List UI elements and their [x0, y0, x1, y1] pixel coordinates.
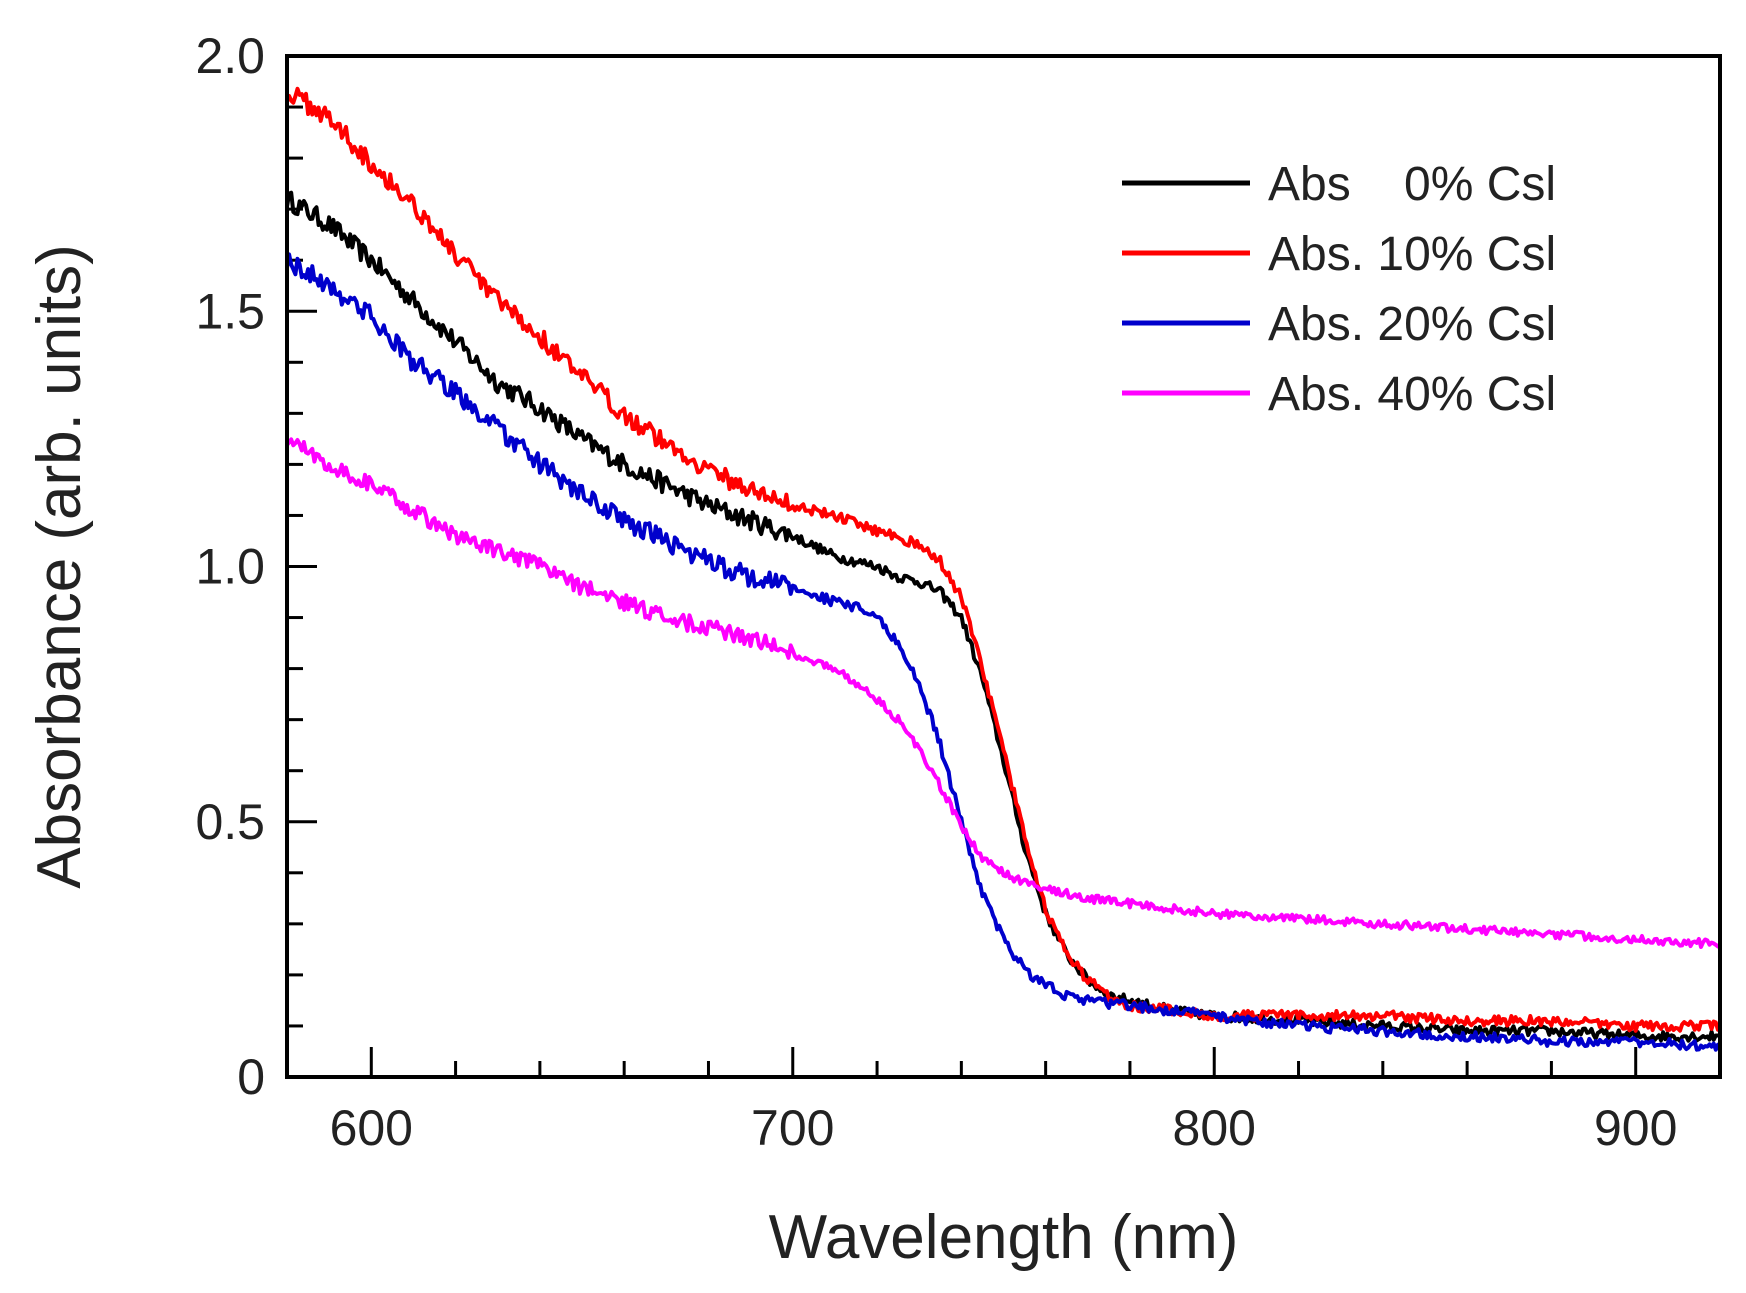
x-tick-label: 600 [330, 1100, 413, 1156]
series-line-3 [287, 437, 1720, 949]
legend: Abs 0% Csl Abs. 10% Csl Abs. 20% Csl Abs. 4… [1122, 158, 1556, 421]
series-line-2 [287, 252, 1720, 1052]
series-line-0 [287, 190, 1720, 1043]
series-layer [287, 86, 1720, 1052]
y-tick-label: 0 [237, 1049, 265, 1105]
y-tick-label: 2.0 [195, 28, 265, 84]
legend-label: Abs 0% Csl [1268, 158, 1556, 211]
x-tick-label: 900 [1594, 1100, 1677, 1156]
legend-label: Abs. 20% Csl [1268, 298, 1556, 351]
plot-frame [285, 54, 1722, 1079]
series-line-1 [287, 86, 1720, 1033]
y-tick-label: 0.5 [195, 794, 265, 850]
x-tick-label: 700 [751, 1100, 834, 1156]
legend-label: Abs. 40% Csl [1268, 368, 1556, 421]
y-tick-label: 1.0 [195, 539, 265, 595]
legend-label: Abs. 10% Csl [1268, 228, 1556, 281]
y-axis-label: Absorbance (arb. units) [25, 244, 94, 888]
ticks-layer: 600 700 800 900 0 0.5 1.0 1.5 2.0 [195, 28, 1722, 1156]
x-tick-label: 800 [1173, 1100, 1256, 1156]
x-axis-label: Wavelength (nm) [769, 1203, 1239, 1272]
y-tick-label: 1.5 [195, 283, 265, 339]
